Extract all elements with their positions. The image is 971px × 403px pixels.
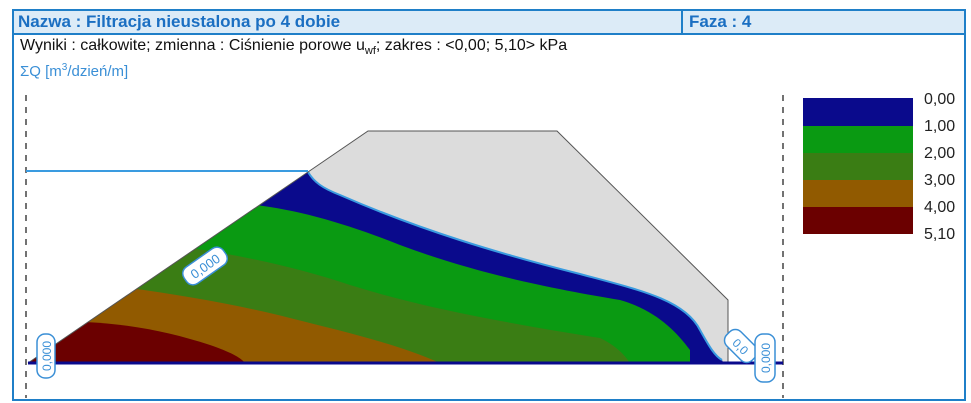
- legend-swatch-0: [803, 98, 913, 126]
- flux-label-toe: 0,0: [723, 328, 759, 364]
- legend-value-4: 4,00: [924, 199, 955, 216]
- legend-value-1: 1,00: [924, 118, 955, 135]
- legend-value-3: 3,00: [924, 172, 955, 189]
- flux-value-3: 0,000: [759, 343, 773, 373]
- legend-value-2: 2,00: [924, 145, 955, 162]
- legend-swatch-2: [803, 153, 913, 180]
- phase-cell: Faza : 4: [681, 11, 966, 33]
- results-subscript: wf: [364, 45, 376, 58]
- legend-value-0: 0,00: [924, 91, 955, 108]
- results-prefix: Wyniki : całkowite; zmienna : Ciśnienie …: [20, 37, 365, 54]
- results-description: Wyniki : całkowite; zmienna : Ciśnienie …: [20, 37, 567, 57]
- flux-label-left-base: 0,000: [36, 333, 56, 379]
- legend-swatch-4: [803, 207, 913, 234]
- flux-label: ΣQ [m3/dzień/m]: [20, 62, 128, 80]
- dam-outline: [27, 130, 729, 364]
- legend-swatch-1: [803, 126, 913, 153]
- phreatic-line: [307, 171, 723, 361]
- dashed-guides: [25, 95, 784, 398]
- phase-label: Faza : 4: [689, 12, 752, 31]
- legend-value-5: 5,10: [924, 226, 955, 243]
- flux-prefix: ΣQ [m: [20, 63, 62, 80]
- legend: 0,00 1,00 2,00 3,00 4,00 5,10: [803, 91, 955, 243]
- flux-sup: 3: [61, 62, 68, 73]
- panel-header: Nazwa : Filtracja nieustalona po 4 dobie…: [14, 11, 964, 35]
- legend-swatch-3: [803, 180, 913, 207]
- results-suffix: ; zakres : <0,00; 5,10> kPa: [375, 37, 568, 54]
- analysis-name: Nazwa : Filtracja nieustalona po 4 dobie: [18, 12, 341, 31]
- flux-suffix: /dzień/m]: [67, 63, 129, 80]
- flux-value-1: 0,000: [40, 341, 54, 371]
- pressure-band-4-5: [28, 322, 245, 363]
- pressure-band-3-4: [28, 288, 440, 363]
- flux-label-right-base: 0,000: [754, 333, 776, 383]
